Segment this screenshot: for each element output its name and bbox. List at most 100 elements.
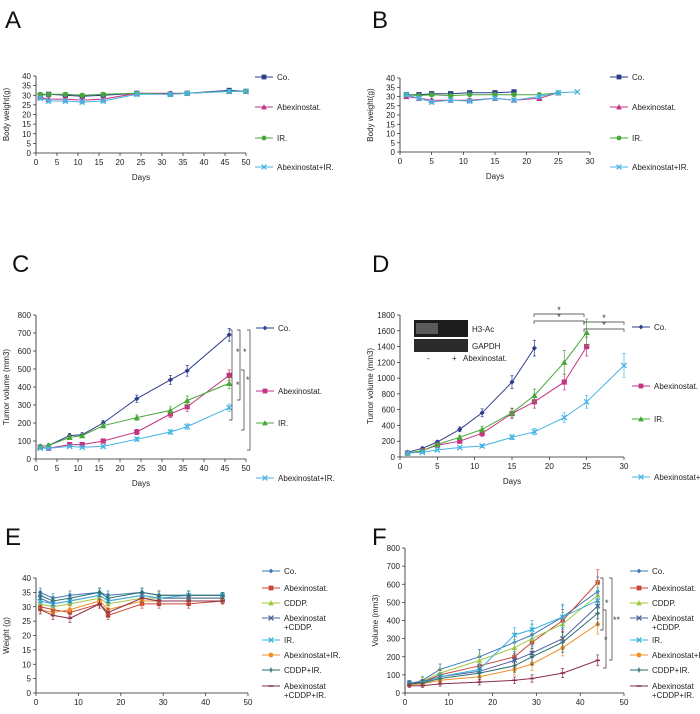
x-tick-label: 5 xyxy=(55,158,60,167)
x-tick-label: 15 xyxy=(95,158,104,167)
data-point xyxy=(79,442,85,448)
x-axis-label: Days xyxy=(132,479,150,488)
legend-swatch-marker xyxy=(268,600,274,606)
y-tick-label: 1600 xyxy=(377,327,395,336)
x-axis-label: Days xyxy=(486,172,504,181)
legend-label: Abexinostat. xyxy=(654,382,698,391)
legend-swatch-marker xyxy=(616,135,622,141)
legend-swatch-marker xyxy=(638,474,644,480)
legend-swatch-marker xyxy=(636,637,642,643)
data-point xyxy=(529,654,535,659)
x-tick-label: 0 xyxy=(398,462,403,471)
data-point xyxy=(100,91,106,97)
x-tick-label: 20 xyxy=(116,698,125,707)
bracket xyxy=(533,313,585,317)
x-tick-label: 15 xyxy=(95,464,104,473)
data-point xyxy=(510,97,518,104)
data-point xyxy=(583,329,590,335)
legend-swatch-marker xyxy=(261,104,267,110)
legend-label: Abexinostat+IR. xyxy=(278,474,335,483)
y-tick-label: 700 xyxy=(387,562,401,571)
legend-swatch-marker xyxy=(261,164,267,170)
y-tick-label: 0 xyxy=(391,453,396,462)
x-tick-label: 0 xyxy=(34,464,39,473)
x-tick-label: 30 xyxy=(158,464,167,473)
y-tick-label: 15 xyxy=(386,120,395,129)
data-point xyxy=(479,442,486,450)
y-tick-label: 5 xyxy=(27,675,32,684)
x-tick-label: 25 xyxy=(137,158,146,167)
data-point xyxy=(67,442,73,448)
data-point xyxy=(476,657,483,663)
legend-swatch-marker xyxy=(616,104,622,110)
series-2 xyxy=(37,88,249,98)
data-point xyxy=(583,398,590,405)
legend-swatch-marker xyxy=(262,325,268,331)
data-point xyxy=(45,97,52,105)
y-tick-label: 15 xyxy=(22,120,31,129)
x-tick-label: 50 xyxy=(244,698,253,707)
panel-letter: B xyxy=(372,7,388,34)
x-tick-label: 25 xyxy=(137,464,146,473)
y-tick-label: 40 xyxy=(22,72,31,81)
data-point xyxy=(167,377,173,383)
data-point xyxy=(584,343,590,350)
y-tick-label: 800 xyxy=(18,311,32,320)
legend-swatch-marker xyxy=(262,388,268,394)
panel-d: D 0 200 400 600 800 1000 1200 1400 1600 1800 0 5 10 15… xyxy=(366,251,700,486)
data-point xyxy=(531,345,537,351)
legend-swatch-marker xyxy=(636,667,642,673)
x-tick-label: 50 xyxy=(620,698,629,707)
x-tick-label: 10 xyxy=(74,158,83,167)
significance-brackets: **** xyxy=(600,577,621,669)
x-tick-label: 20 xyxy=(522,157,531,166)
data-point xyxy=(184,90,191,97)
legend-label: Abexinostat+IR. xyxy=(277,163,334,172)
bracket xyxy=(237,329,241,401)
legend-swatch-marker xyxy=(262,475,268,481)
legend-swatch-marker xyxy=(261,135,267,141)
panel-e: E051015202530354001020304050DaysWeight (… xyxy=(2,524,341,714)
significance-star: ** xyxy=(613,615,621,625)
series-2 xyxy=(406,581,601,688)
legend-label: IR. xyxy=(278,419,288,428)
y-tick-label: 25 xyxy=(22,101,31,110)
data-point xyxy=(226,380,233,386)
legend-label: Abexinostat. xyxy=(652,584,696,593)
y-tick-label: 0 xyxy=(27,689,32,698)
series-7 xyxy=(38,593,225,623)
legend-swatch-marker xyxy=(616,164,622,170)
significance-star: * xyxy=(602,320,606,330)
y-tick-label: 0 xyxy=(27,149,32,158)
x-tick-label: 20 xyxy=(545,462,554,471)
x-tick-label: 0 xyxy=(398,157,403,166)
data-point xyxy=(79,92,85,98)
significance-star: * xyxy=(246,375,250,385)
y-tick-label: 30 xyxy=(386,93,395,102)
data-point xyxy=(511,632,518,638)
data-point xyxy=(457,426,463,432)
data-point xyxy=(100,97,107,105)
y-tick-label: 800 xyxy=(387,544,401,553)
y-tick-label: 1400 xyxy=(377,343,395,352)
legend: Co. Abexinostat. IR. Abexinostat+IR. xyxy=(255,73,334,172)
data-point xyxy=(62,97,69,105)
x-tick-label: 35 xyxy=(179,464,188,473)
panel-letter: A xyxy=(5,7,21,34)
x-tick-label: 10 xyxy=(74,698,83,707)
y-tick-label: 15 xyxy=(22,646,31,655)
data-point xyxy=(555,89,562,96)
series-7 xyxy=(407,654,600,688)
series-1 xyxy=(407,569,600,688)
bracket xyxy=(241,369,245,431)
legend-label: Abexinostat xyxy=(652,614,695,623)
data-point xyxy=(242,88,250,95)
y-tick-label: 1200 xyxy=(377,358,395,367)
legend: Co.Abexinostat.CDDP.Abexinostat+CDDP.IR.… xyxy=(630,567,700,700)
data-point xyxy=(167,428,174,436)
x-axis-label: Days xyxy=(503,477,521,486)
legend: Co. Abexinostat. IR. Abexinostat+IR. xyxy=(256,324,335,483)
y-tick-label: 600 xyxy=(382,406,396,415)
y-axis-label: Body weight(g) xyxy=(2,87,11,141)
blot-treatment-label: Abexinostat. xyxy=(463,354,507,363)
